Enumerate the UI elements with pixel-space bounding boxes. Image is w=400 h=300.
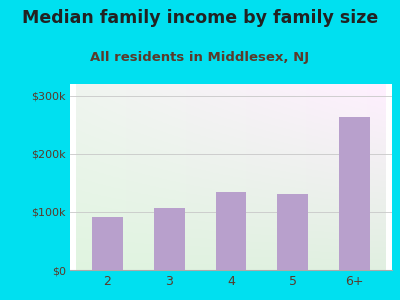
Text: All residents in Middlesex, NJ: All residents in Middlesex, NJ (90, 51, 310, 64)
Text: Median family income by family size: Median family income by family size (22, 9, 378, 27)
Bar (278, 194, 308, 270)
Bar (92, 217, 123, 270)
Bar (216, 191, 246, 270)
Bar (154, 208, 184, 270)
Bar (339, 117, 370, 270)
